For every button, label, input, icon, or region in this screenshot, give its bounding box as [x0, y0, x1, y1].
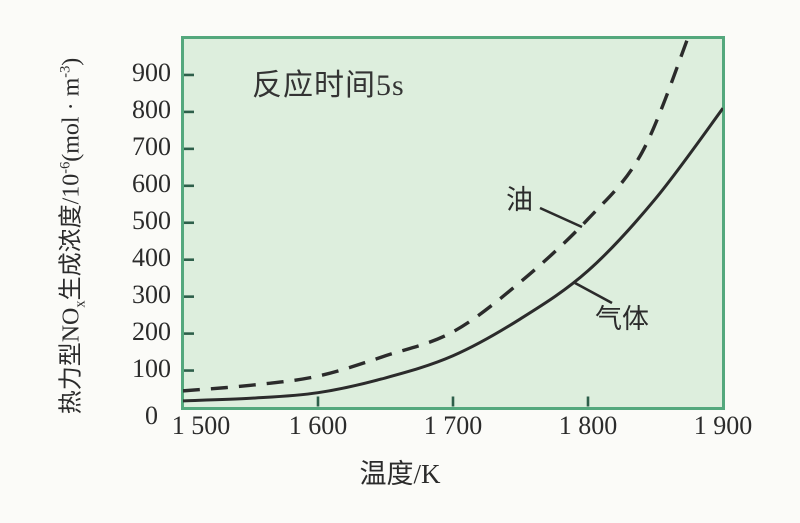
y-tick-label: 100: [132, 353, 171, 383]
y-tick-label: 600: [132, 168, 171, 198]
leader-line-oil: [539, 206, 583, 229]
y-axis-title-part: ): [58, 57, 85, 66]
y-axis-title-part: 生成浓度/10: [58, 173, 85, 301]
y-axis-title: 热力型NOx生成浓度/10-6(mol · m-3): [51, 58, 90, 415]
y-tick-label: 500: [132, 205, 171, 235]
x-tick-label: 1 600: [288, 411, 348, 440]
x-tick-label: 1 700: [423, 411, 483, 440]
x-axis-title: 温度/K: [359, 459, 441, 489]
y-axis-title-part: -6: [57, 161, 74, 174]
x-tick-label: 1 900: [693, 411, 753, 440]
y-axis-title-part: 热力型NO: [58, 307, 85, 415]
y-tick-label: 800: [132, 94, 171, 124]
y-tick-label: 900: [132, 57, 171, 87]
x-tick-label: 1 800: [558, 411, 618, 440]
reaction-time-annotation: 反应时间5s: [252, 69, 405, 102]
y-tick-label: 700: [132, 131, 171, 161]
curve-gas: [183, 107, 723, 403]
series-label-gas: 气体: [595, 304, 649, 334]
y-axis-title-part: -3: [57, 65, 74, 78]
curve-oil: [183, 38, 690, 393]
y-tick-label: 0: [145, 401, 158, 430]
leader-line-gas: [574, 281, 613, 305]
y-tick-label: 400: [132, 242, 171, 272]
x-tick-label: 1 500: [171, 411, 231, 440]
y-tick-label: 200: [132, 316, 171, 346]
y-axis-title-part: x: [72, 300, 89, 308]
series-label-oil: 油: [506, 185, 533, 215]
y-tick-label: 300: [132, 279, 171, 309]
y-axis-title-part: (mol · m: [58, 77, 85, 162]
